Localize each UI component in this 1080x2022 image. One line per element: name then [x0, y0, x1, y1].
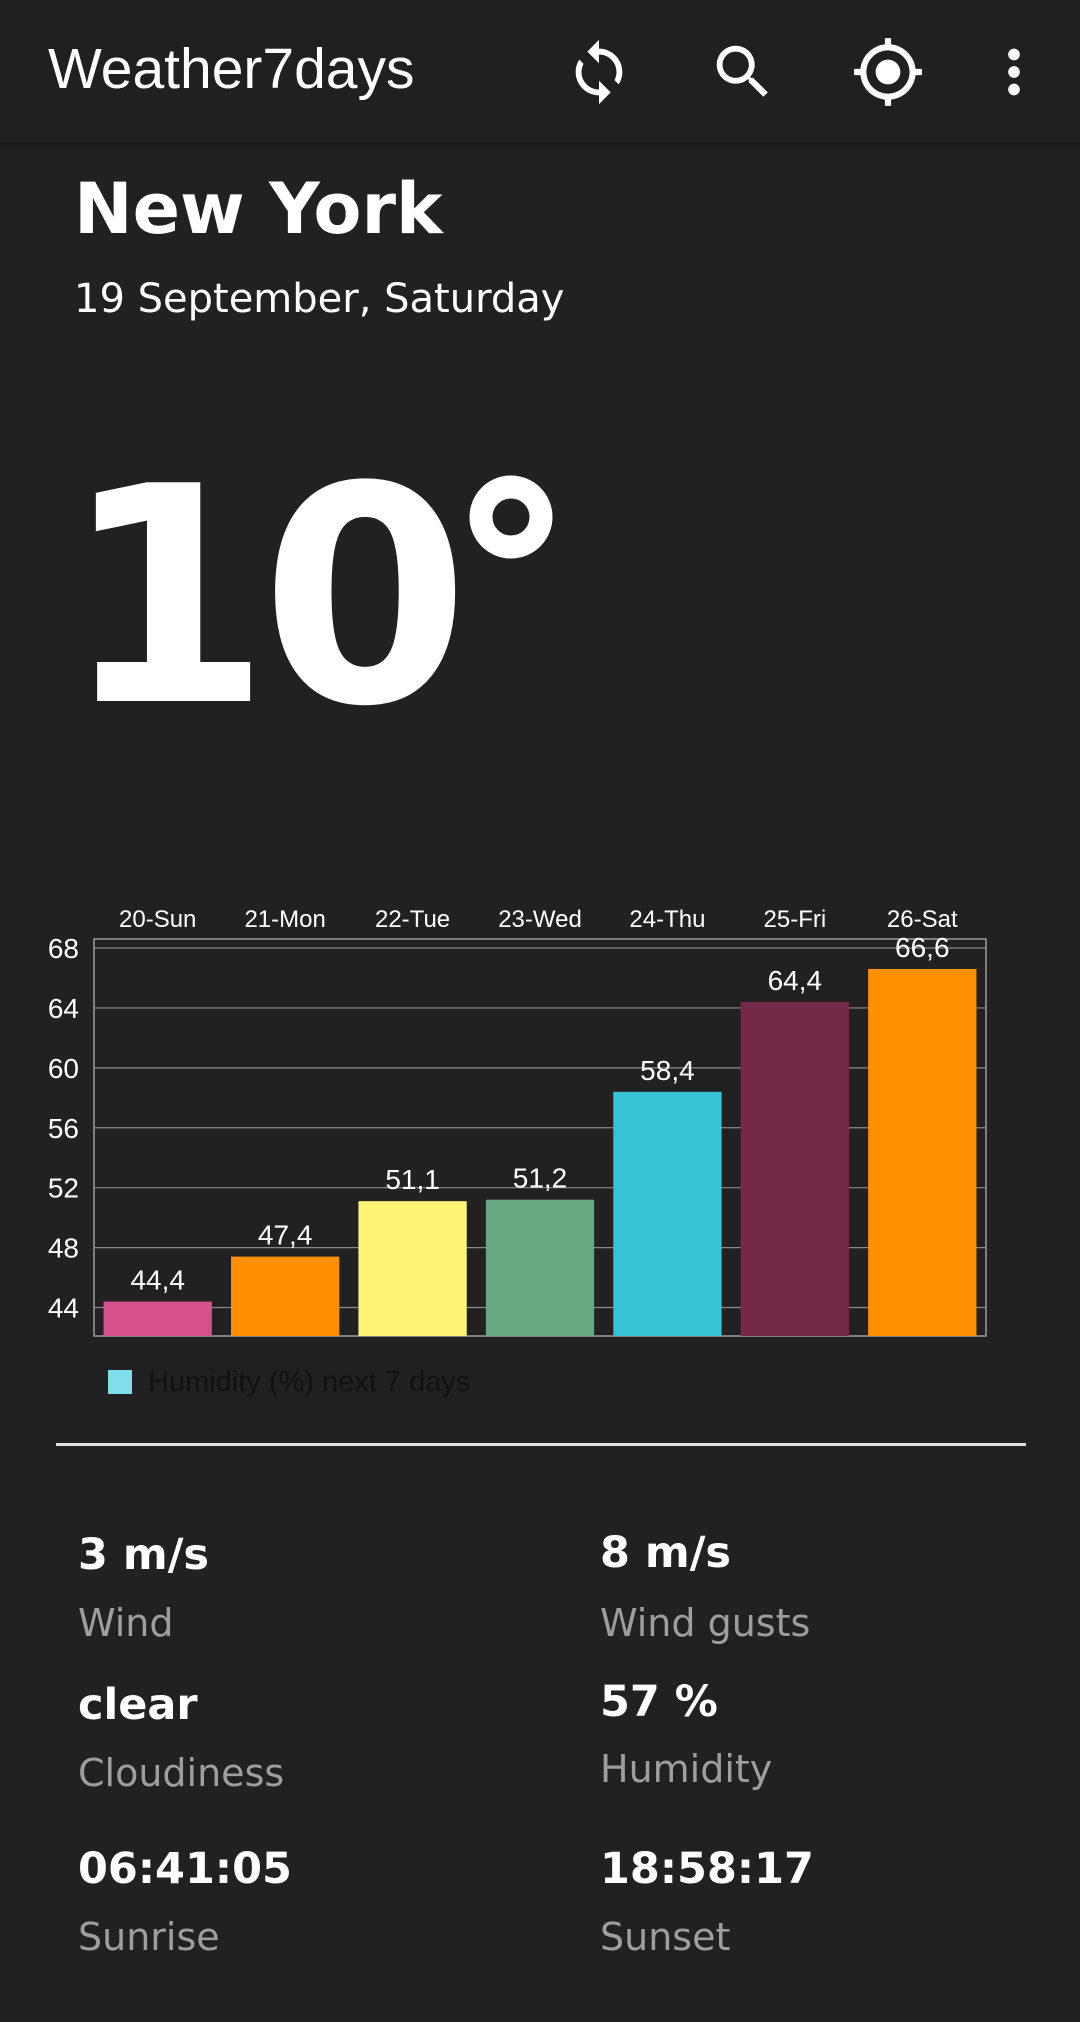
search-icon — [716, 45, 768, 97]
app-title: Weather7days — [48, 37, 415, 101]
humidity-chart: 44 48 52 56 60 64 68 44,4 20-Sun 47,4 21-Mon 51,1 22… — [0, 890, 1080, 1410]
humidity-value: 57 % — [600, 1677, 718, 1727]
y-tick-label: 48 — [48, 1233, 79, 1264]
data-label: 58,4 — [640, 1055, 695, 1086]
bar — [868, 968, 977, 1336]
category-label: 22-Tue — [375, 906, 450, 933]
data-label: 44,4 — [130, 1265, 185, 1296]
data-label: 51,1 — [385, 1164, 440, 1195]
cloudiness-label: Cloudiness — [78, 1751, 285, 1795]
current-temperature: 10 — [62, 423, 469, 772]
y-tick-label: 60 — [48, 1053, 79, 1084]
chart-legend: Humidity (%) next 7 days — [108, 1364, 470, 1400]
data-label: 47,4 — [258, 1220, 313, 1251]
sunrise-value: 06:41:05 — [78, 1844, 292, 1894]
sunset-value: 18:58:17 — [600, 1844, 814, 1894]
refresh-icon — [575, 39, 623, 105]
city-name: New York — [74, 168, 443, 250]
search-button[interactable] — [697, 26, 789, 118]
section-divider — [56, 1443, 1026, 1446]
wind-gusts-label: Wind gusts — [600, 1601, 811, 1645]
y-tick-label: 68 — [48, 933, 79, 964]
category-label: 21-Mon — [244, 906, 325, 933]
my-location-icon — [854, 38, 922, 106]
y-tick-label: 56 — [48, 1113, 79, 1144]
data-label: 64,4 — [768, 965, 823, 996]
sunrise-label: Sunrise — [78, 1915, 220, 1959]
more-options-button[interactable] — [968, 26, 1060, 118]
humidity-chart-svg: 44 48 52 56 60 64 68 44,4 20-Sun 47,4 21-Mon 51,1 22… — [48, 906, 987, 1337]
legend-swatch — [108, 1370, 132, 1394]
category-label: 23-Wed — [498, 906, 582, 933]
bar — [485, 1199, 595, 1336]
cloudiness-value: clear — [78, 1680, 198, 1730]
category-label: 20-Sun — [119, 906, 196, 933]
y-tick-label: 52 — [48, 1173, 79, 1204]
degree-symbol — [469, 475, 553, 559]
humidity-label: Humidity — [600, 1747, 773, 1791]
wind-gusts-value: 8 m/s — [600, 1528, 731, 1578]
bar — [230, 1256, 340, 1336]
data-label: 66,6 — [895, 932, 950, 963]
refresh-button[interactable] — [553, 26, 645, 118]
wind-value: 3 m/s — [78, 1530, 209, 1580]
app-bar: Weather7days — [0, 0, 1080, 143]
category-label: 25-Fri — [764, 906, 827, 933]
legend-label: Humidity (%) next 7 days — [148, 1365, 471, 1398]
category-label: 26-Sat — [887, 906, 958, 933]
my-location-button[interactable] — [842, 26, 934, 118]
bar — [613, 1091, 722, 1336]
current-date: 19 September, Saturday — [74, 276, 565, 322]
sunset-label: Sunset — [600, 1915, 731, 1959]
category-label: 24-Thu — [629, 906, 705, 933]
y-tick-label: 44 — [48, 1293, 79, 1324]
bar — [358, 1201, 467, 1336]
y-tick-label: 64 — [48, 993, 79, 1024]
wind-label: Wind — [78, 1601, 174, 1645]
more-vert-icon — [1008, 48, 1020, 96]
data-label: 51,2 — [513, 1163, 568, 1194]
bar — [740, 1001, 850, 1336]
bar — [103, 1301, 212, 1336]
